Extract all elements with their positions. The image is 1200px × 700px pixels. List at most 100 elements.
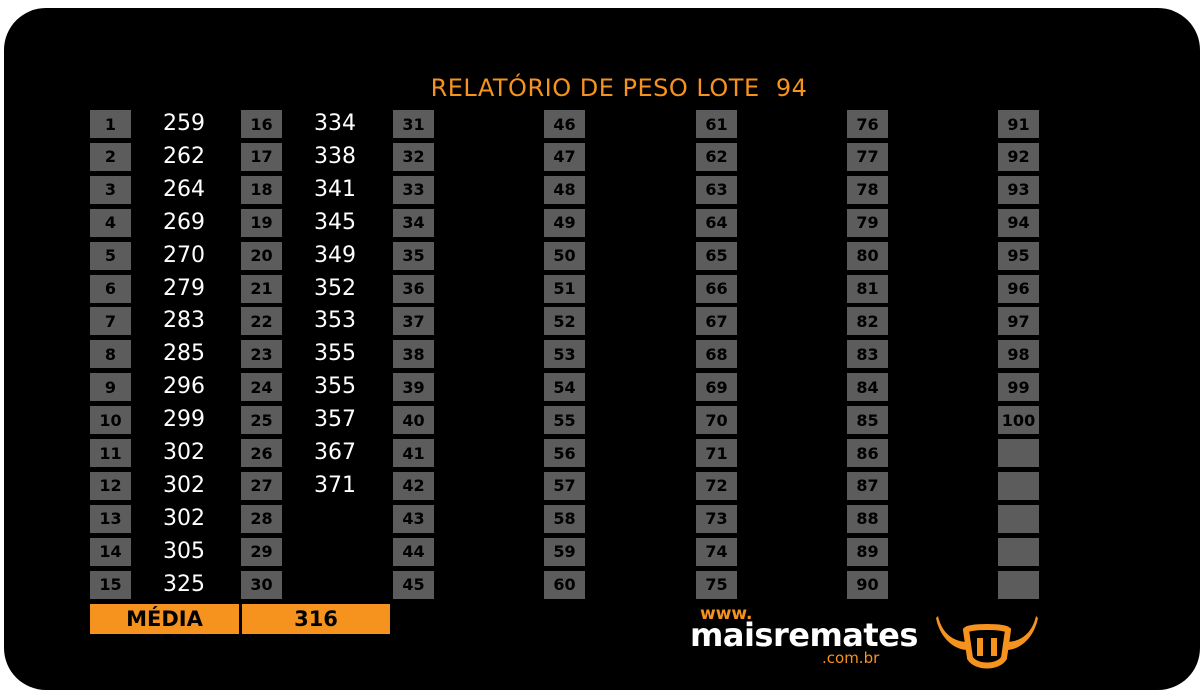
animal-number-cell: 77 (847, 142, 888, 171)
weight-value (617, 176, 697, 204)
animal-number-cell: 35 (393, 241, 434, 270)
weight-value (920, 176, 1000, 204)
weight-value (920, 110, 1000, 138)
weight-value: 341 (314, 176, 356, 202)
weight-value: 325 (163, 571, 205, 597)
animal-number-cell: 2 (90, 142, 131, 171)
animal-number-cell: 69 (696, 373, 737, 402)
animal-number-cell: 44 (393, 537, 434, 566)
weight-value (617, 209, 697, 237)
weight-value (769, 242, 849, 270)
weight-value (769, 472, 849, 500)
animal-number-cell: 88 (847, 504, 888, 533)
weight-value (920, 538, 1000, 566)
weight-value (1071, 340, 1151, 368)
weight-value (617, 340, 697, 368)
weight-value (920, 406, 1000, 434)
animal-number-cell: 65 (696, 241, 737, 270)
weight-value: 355 (314, 374, 356, 400)
animal-number-cell: 94 (998, 208, 1039, 237)
animal-number-cell: 57 (544, 471, 585, 500)
animal-number-cell: 53 (544, 340, 585, 369)
weight-value (1071, 505, 1151, 533)
animal-number-cell: 87 (847, 471, 888, 500)
animal-number-cell: 9 (90, 373, 131, 402)
weight-value (466, 538, 546, 566)
weight-value (617, 538, 697, 566)
animal-number-cell (998, 439, 1039, 467)
weight-value (617, 439, 697, 467)
logo-www: www. (700, 604, 753, 624)
weight-value (920, 340, 1000, 368)
animal-number-cell: 5 (90, 241, 131, 270)
weight-value (466, 307, 546, 335)
animal-number-cell: 60 (544, 570, 585, 599)
weight-value (920, 143, 1000, 171)
weight-value: 296 (163, 374, 205, 400)
animal-number-cell: 84 (847, 373, 888, 402)
weight-value (920, 242, 1000, 270)
animal-number-cell: 72 (696, 471, 737, 500)
animal-number-cell: 3 (90, 175, 131, 204)
animal-number-cell: 34 (393, 208, 434, 237)
weight-value (466, 571, 546, 599)
animal-number-cell: 40 (393, 406, 434, 435)
animal-number-cell: 64 (696, 208, 737, 237)
animal-number-cell: 82 (847, 307, 888, 336)
animal-number-cell: 96 (998, 274, 1039, 303)
animal-number-cell: 89 (847, 537, 888, 566)
weight-value: 353 (314, 308, 356, 334)
animal-number-cell: 7 (90, 307, 131, 336)
weight-value (1071, 406, 1151, 434)
weight-value: 345 (314, 209, 356, 235)
animal-number-cell: 15 (90, 570, 131, 599)
weight-value: 279 (163, 275, 205, 301)
animal-number-cell (998, 570, 1039, 599)
weight-value: 302 (163, 440, 205, 465)
weight-value (1071, 307, 1151, 335)
animal-number-cell: 41 (393, 439, 434, 467)
weight-value (466, 242, 546, 270)
weight-value (920, 472, 1000, 500)
animal-number-cell: 12 (90, 471, 131, 500)
animal-number-cell: 83 (847, 340, 888, 369)
weight-value (769, 275, 849, 303)
weight-value: 269 (163, 209, 205, 235)
animal-number-cell: 85 (847, 406, 888, 435)
weight-value (769, 340, 849, 368)
animal-number-cell: 97 (998, 307, 1039, 336)
weight-value (769, 373, 849, 401)
weight-value (769, 571, 849, 599)
weight-value: 371 (314, 472, 356, 498)
weight-value: 262 (163, 143, 205, 169)
animal-number-cell: 91 (998, 110, 1039, 138)
animal-number-cell: 86 (847, 439, 888, 467)
animal-number-cell: 19 (241, 208, 282, 237)
weight-value: 355 (314, 341, 356, 367)
weight-value (1071, 209, 1151, 237)
animal-number-cell: 29 (241, 537, 282, 566)
animal-number-cell: 4 (90, 208, 131, 237)
animal-number-cell: 71 (696, 439, 737, 467)
animal-number-cell: 50 (544, 241, 585, 270)
weight-value (1071, 143, 1151, 171)
weight-value: 299 (163, 407, 205, 433)
weight-value (466, 439, 546, 467)
animal-number-cell: 58 (544, 504, 585, 533)
animal-number-cell: 76 (847, 110, 888, 138)
weight-value (1071, 110, 1151, 138)
animal-number-cell: 49 (544, 208, 585, 237)
animal-number-cell: 30 (241, 570, 282, 599)
weight-value (466, 472, 546, 500)
weight-value (1071, 373, 1151, 401)
bull-horns-icon (936, 616, 1038, 669)
animal-number-cell: 10 (90, 406, 131, 435)
animal-number-cell: 70 (696, 406, 737, 435)
animal-number-cell: 48 (544, 175, 585, 204)
animal-number-cell: 54 (544, 373, 585, 402)
animal-number-cell: 75 (696, 570, 737, 599)
weight-value (617, 110, 697, 138)
weight-value: 283 (163, 308, 205, 334)
logo-domain: .com.br (822, 649, 880, 667)
weight-value (920, 505, 1000, 533)
